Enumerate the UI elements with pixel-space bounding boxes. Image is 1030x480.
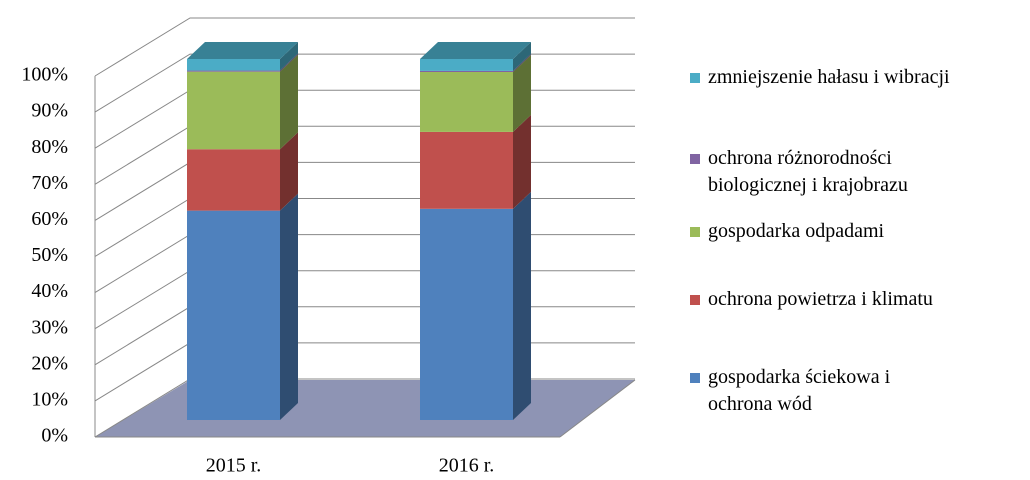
bar-segment [187,54,298,150]
bar-face [187,210,280,420]
bar-face [513,191,531,420]
legend-swatch [690,154,700,164]
y-tick-label: 80% [31,136,68,158]
bar-face [420,59,513,71]
legend-item: ochrona powietrza i klimatu [690,286,933,313]
legend-swatch [690,295,700,305]
legend-item: ochrona różnorodności biologicznej i kra… [690,145,908,199]
legend-label: ochrona powietrza i klimatu [708,288,933,310]
bar-face [420,131,513,209]
y-tick-label: 30% [31,316,68,338]
bar-segment [420,114,531,209]
bar-face [187,42,298,59]
y-tick-label: 20% [31,352,68,374]
grid-line [94,17,635,77]
grid-line [94,89,635,149]
floor [95,380,635,437]
x-axis-depth [559,379,636,438]
grid-line [94,125,635,185]
legend-label: zmniejszenie hałasu i wibracji [708,66,950,88]
bar-face [420,71,513,132]
bar-segment [420,191,531,420]
y-tick-label: 70% [31,172,68,194]
y-tick-label: 60% [31,208,68,230]
y-tick-label: 10% [31,388,68,410]
legend-label: gospodarka ściekowa i ochrona wód [708,366,891,415]
bar-face [513,42,531,71]
legend-swatch [690,73,700,83]
bar-face [513,54,531,132]
legend-item: zmniejszenie hałasu i wibracji [690,64,950,91]
bar-face [280,53,298,72]
y-tick-label: 0% [41,425,68,447]
y-tick-label: 50% [31,244,68,266]
bar-face [513,114,531,209]
y-tick-label: 90% [31,100,68,122]
y-tick-label: 40% [31,280,68,302]
grid-line [94,198,635,257]
grid-line [94,270,635,330]
legend-swatch [690,227,700,237]
bar-face [280,54,298,150]
grid-line [94,161,635,221]
bar-face [280,42,298,71]
legend-label: gospodarka odpadami [708,220,885,242]
x-tick-label: 2016 r. [439,455,495,477]
bar-segment [420,42,531,71]
bar-segment [420,53,531,72]
bar-segment [187,132,298,211]
bar-face [420,70,513,72]
legend-item: gospodarka ściekowa i ochrona wód [690,364,890,418]
legend-label: ochrona różnorodności biologicznej i kra… [708,147,908,196]
bar-face [187,59,280,71]
bar-segment [187,42,298,71]
x-tick-label: 2015 r. [206,455,262,477]
grid-line [94,53,635,113]
grid-line [94,306,635,366]
bar-segment [187,193,298,420]
grid-line [94,234,635,294]
bar-face [187,149,280,211]
bar-segment [420,54,531,132]
y-tick-label: 100% [21,64,68,86]
bar-face [187,71,280,150]
bar-segment [187,53,298,72]
bar-face [280,132,298,211]
bar-face [187,70,280,72]
bar-face [513,53,531,72]
legend-swatch [690,373,700,383]
bar-face [420,208,513,420]
bar-face [280,193,298,420]
bar-face [420,42,531,59]
legend-item: gospodarka odpadami [690,218,884,245]
